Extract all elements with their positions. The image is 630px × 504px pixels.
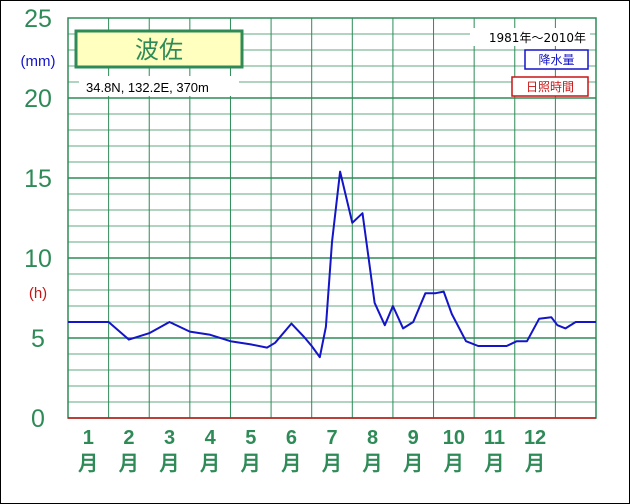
y-tick-label: 10 — [24, 245, 52, 273]
x-tick-unit: 月 — [524, 451, 545, 475]
legend-precip — [524, 49, 589, 70]
legend-sun-label: 日照時間 — [526, 80, 574, 94]
title-box — [74, 29, 244, 69]
x-tick-unit: 月 — [321, 451, 342, 475]
legend-sun — [511, 76, 589, 97]
x-tick-unit: 月 — [77, 451, 98, 475]
y-tick-label: 25 — [24, 5, 52, 33]
x-tick-unit: 月 — [159, 451, 180, 475]
y-tick-label: 0 — [31, 405, 45, 433]
x-tick-unit: 月 — [483, 451, 504, 475]
x-tick-label: 9 — [408, 427, 419, 449]
x-tick-unit: 月 — [199, 451, 220, 475]
x-tick-unit: 月 — [118, 451, 139, 475]
x-tick-label: 11 — [484, 427, 505, 449]
x-tick-unit: 月 — [280, 451, 301, 475]
x-tick-unit: 月 — [362, 451, 383, 475]
precip-series-line — [68, 170, 596, 359]
period-box — [470, 28, 590, 46]
y-tick-labels: 0 5 10 15 20 25 — [24, 5, 52, 433]
y-tick-label: 15 — [24, 165, 52, 193]
sun-unit-label: (h) — [29, 285, 47, 302]
y-tick-label: 20 — [24, 85, 52, 113]
x-tick-label: 1 — [83, 427, 94, 449]
x-tick-label: 8 — [367, 427, 378, 449]
x-tick-label: 6 — [286, 427, 297, 449]
location-label: 34.8N, 132.2E, 370m — [86, 80, 209, 95]
x-tick-label: 10 — [443, 427, 465, 449]
x-tick-unit: 月 — [240, 451, 261, 475]
grid — [67, 17, 597, 419]
chart-title: 波佐 — [135, 36, 183, 64]
x-tick-label: 7 — [326, 427, 337, 449]
x-tick-label: 3 — [164, 427, 175, 449]
location-box — [79, 76, 239, 96]
x-tick-label: 5 — [245, 427, 256, 449]
period-label: 1981年〜2010年 — [489, 31, 586, 45]
precip-unit-label: (mm) — [21, 53, 56, 70]
x-tick-unit: 月 — [402, 451, 423, 475]
legend-precip-label: 降水量 — [538, 53, 574, 67]
x-tick-label: 2 — [123, 427, 134, 449]
x-tick-label: 4 — [205, 427, 217, 449]
x-tick-unit: 月 — [443, 451, 464, 475]
x-tick-label: 12 — [524, 427, 546, 449]
y-tick-label: 5 — [31, 325, 45, 353]
